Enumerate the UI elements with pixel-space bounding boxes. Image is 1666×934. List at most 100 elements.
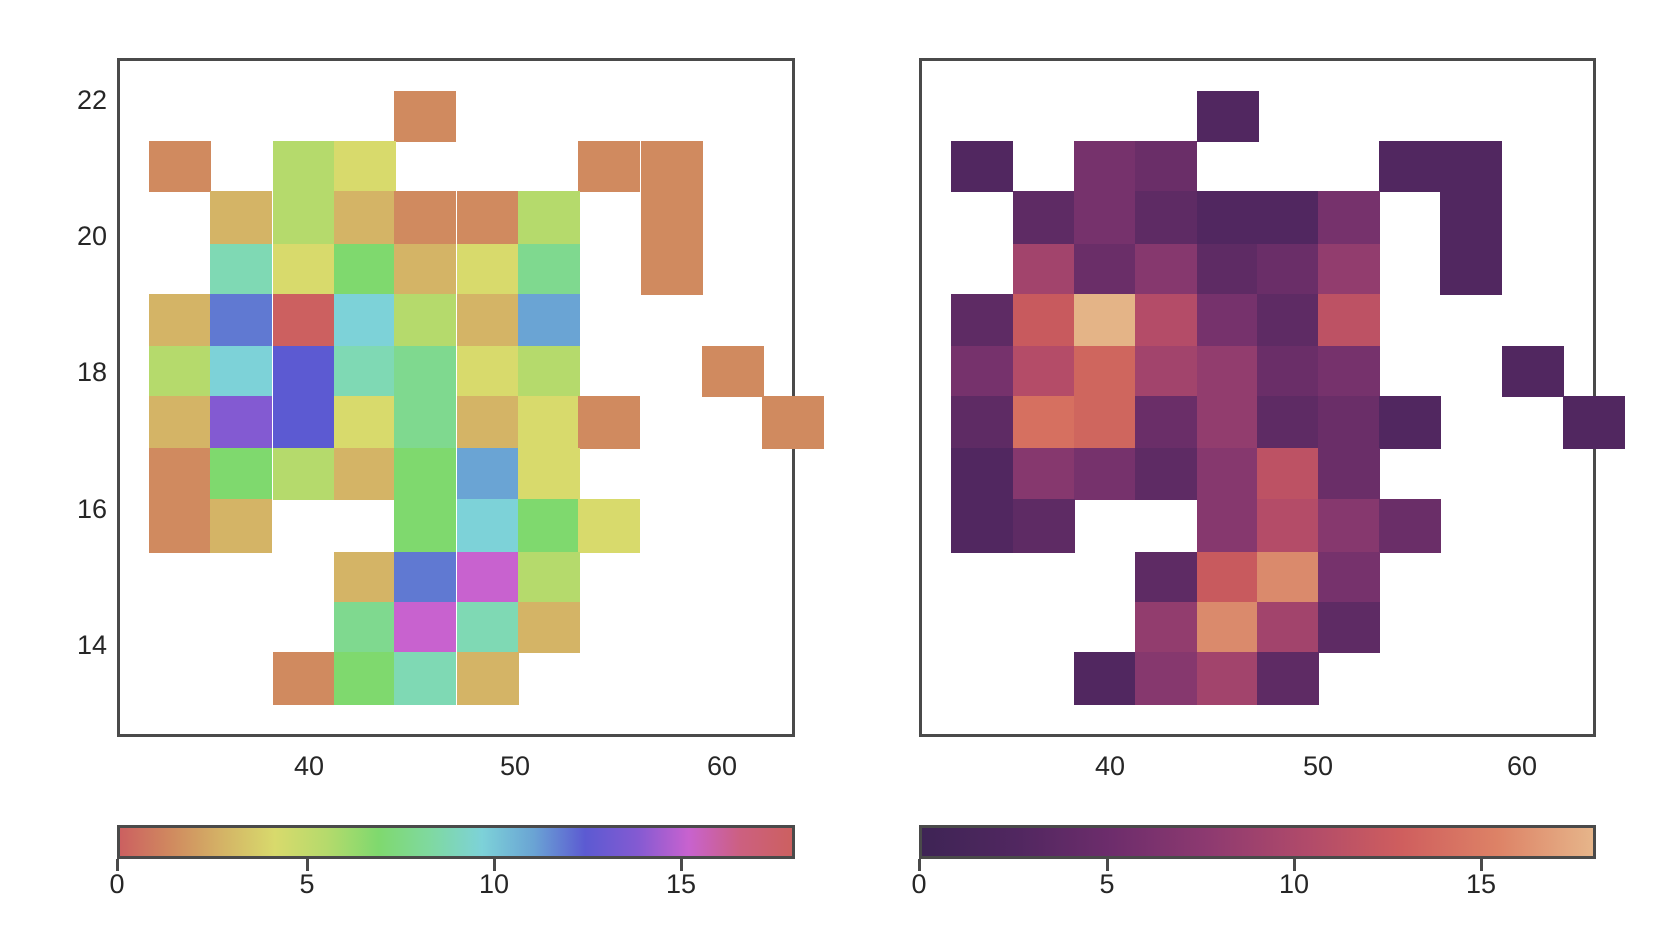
colorbar-tick-label: 10 [1278, 869, 1310, 899]
heatmap-cell [641, 141, 703, 192]
heatmap-cell [1257, 602, 1319, 653]
heatmap-cell [457, 448, 519, 500]
colorbar-tick [918, 859, 921, 871]
heatmap-cell [1197, 652, 1259, 705]
heatmap-cell [334, 602, 396, 653]
heatmap-cell [1257, 294, 1319, 347]
heatmap-cell [1013, 448, 1075, 500]
heatmap-cell [1074, 191, 1136, 245]
heatmap-cell [273, 346, 335, 397]
heatmap-cell [518, 602, 580, 653]
heatmap-cell [273, 652, 335, 705]
heatmap-cell [334, 244, 396, 295]
heatmap-cell [210, 396, 272, 449]
heatmap-cell [1502, 346, 1564, 397]
heatmap-cell [457, 652, 519, 705]
heatmap-cell [210, 499, 272, 553]
heatmap-cell [641, 244, 703, 295]
colorbar-tick [680, 859, 683, 871]
heatmap-cell [334, 396, 396, 449]
y-tick-label: 14 [76, 630, 107, 660]
heatmap-cell [1135, 652, 1197, 705]
y-tick-label: 22 [76, 85, 107, 115]
heatmap-cell [394, 652, 456, 705]
heatmap-cell [457, 294, 519, 347]
heatmap-cell [1197, 448, 1259, 500]
colorbar-tick-label: 5 [1099, 869, 1115, 899]
colorbar-tick [116, 859, 119, 871]
heatmap-cell [1318, 346, 1380, 397]
x-tick-label: 60 [706, 751, 738, 781]
heatmap-cell [273, 448, 335, 500]
heatmap-cell [457, 602, 519, 653]
heatmap-cell [1135, 552, 1197, 603]
colorbar-right [919, 825, 1596, 859]
heatmap-cell [394, 552, 456, 603]
heatmap-cell [518, 346, 580, 397]
heatmap-cell [1257, 552, 1319, 603]
heatmap-cell [1135, 396, 1197, 449]
heatmap-cell [1197, 602, 1259, 653]
heatmap-cell [518, 191, 580, 245]
heatmap-cell [149, 346, 211, 397]
heatmap-cell [578, 396, 640, 449]
heatmap-cell [1074, 294, 1136, 347]
heatmap-cell [1074, 346, 1136, 397]
heatmap-cell [210, 448, 272, 500]
heatmap-cell [394, 396, 456, 449]
heatmap-cell [578, 499, 640, 553]
colorbar-tick-label: 15 [665, 869, 697, 899]
heatmap-cell [334, 652, 396, 705]
heatmap-cell [1318, 448, 1380, 500]
heatmap-cell [334, 294, 396, 347]
heatmap-cell [641, 191, 703, 245]
y-tick-label: 16 [76, 494, 107, 524]
heatmap-cell [951, 396, 1013, 449]
heatmap-cell [951, 294, 1013, 347]
heatmap-cell [951, 346, 1013, 397]
heatmap-cell [1318, 552, 1380, 603]
heatmap-cell [457, 396, 519, 449]
heatmap-cell [457, 346, 519, 397]
heatmap-cell [951, 448, 1013, 500]
heatmap-cell [1197, 191, 1259, 245]
heatmap-cell [518, 396, 580, 449]
heatmap-cell [1318, 602, 1380, 653]
heatmap-cell [951, 499, 1013, 553]
y-tick-label: 18 [76, 357, 107, 387]
heatmap-cell [149, 141, 211, 192]
heatmap-cell [273, 396, 335, 449]
heatmap-cell [1379, 499, 1441, 553]
heatmap-cell [334, 552, 396, 603]
heatmap-cell [457, 552, 519, 603]
colorbar-tick [1293, 859, 1296, 871]
heatmap-cell [334, 141, 396, 192]
x-tick-label: 40 [1094, 751, 1126, 781]
heatmap-cell [457, 499, 519, 553]
heatmap-cell [762, 396, 824, 449]
heatmap-cell [1257, 244, 1319, 295]
heatmap-cell [1379, 141, 1441, 192]
heatmap-cell [1197, 294, 1259, 347]
heatmap-cell [1257, 346, 1319, 397]
colorbar-tick [306, 859, 309, 871]
heatmap-cell [149, 396, 211, 449]
heatmap-cell [1135, 141, 1197, 192]
heatmap-cell [334, 448, 396, 500]
heatmap-cell [394, 91, 456, 142]
heatmap-cell [1440, 141, 1502, 192]
heatmap-cell [394, 448, 456, 500]
heatmap-cell [518, 294, 580, 347]
heatmap-cell [1135, 244, 1197, 295]
colorbar-tick-label: 0 [109, 869, 125, 899]
heatmap-cell [1257, 448, 1319, 500]
colorbar-tick-label: 0 [911, 869, 927, 899]
heatmap-cell [1135, 448, 1197, 500]
heatmap-cell [1379, 396, 1441, 449]
heatmap-cell [1013, 396, 1075, 449]
heatmap-cell [1013, 244, 1075, 295]
heatmap-cell [334, 346, 396, 397]
heatmap-cell [210, 346, 272, 397]
heatmap-cell [1074, 652, 1136, 705]
heatmap-cell [1013, 346, 1075, 397]
